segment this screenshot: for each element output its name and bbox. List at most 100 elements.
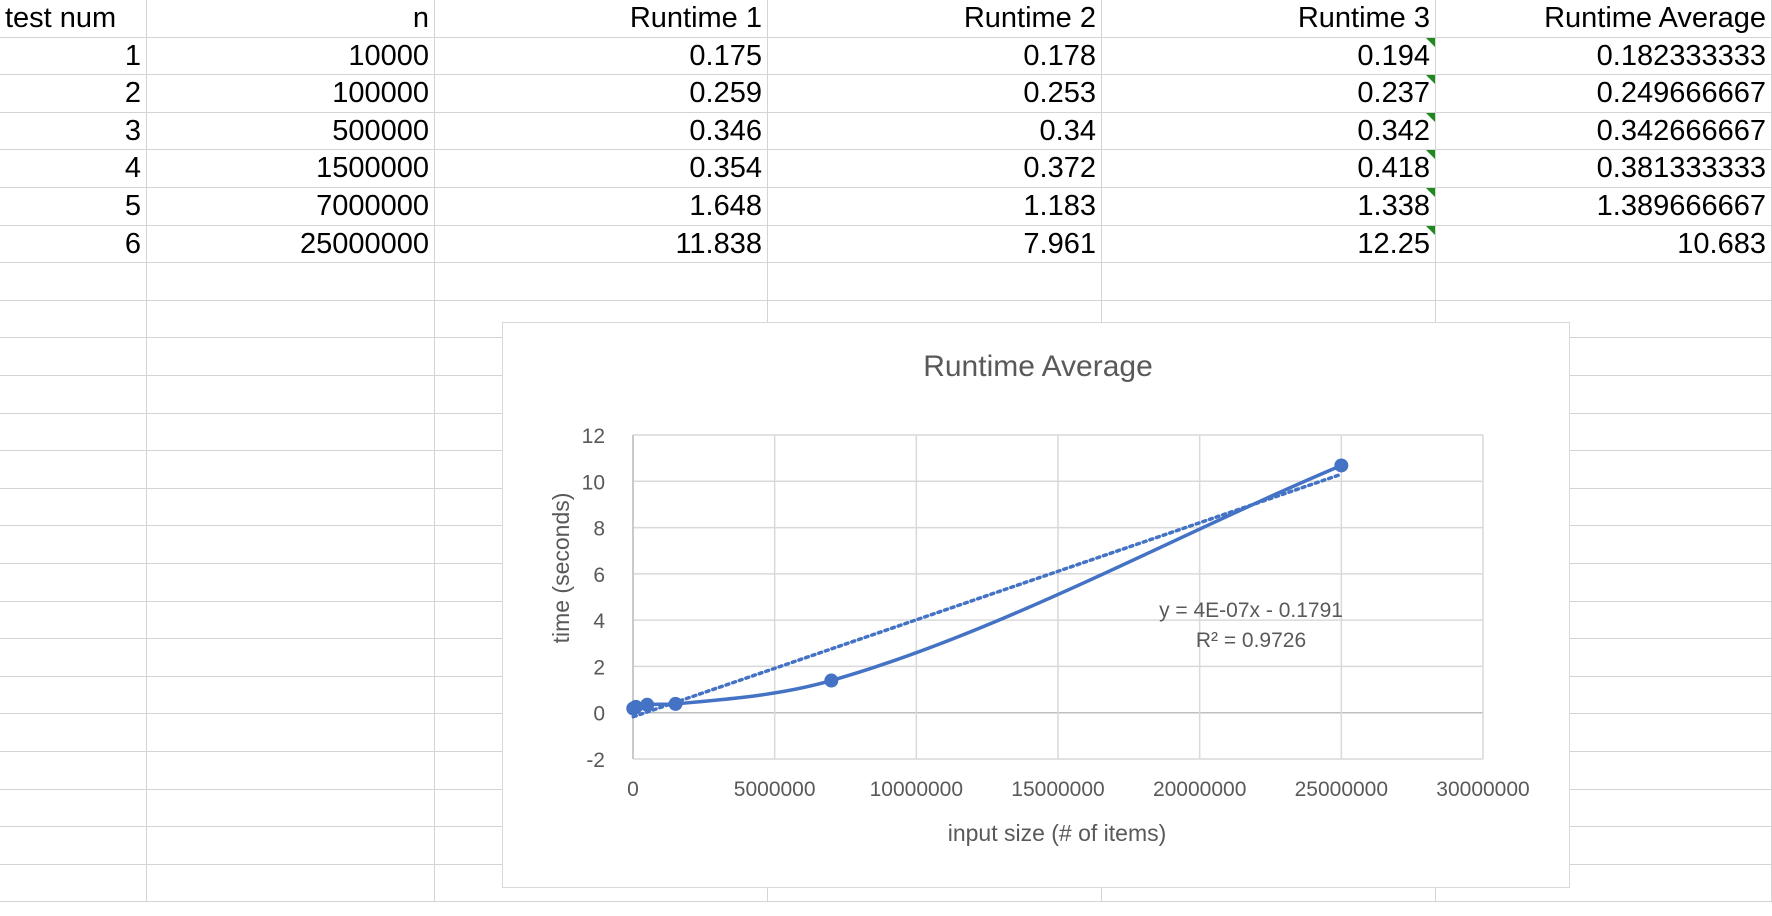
data-point — [668, 696, 683, 711]
data-cell[interactable]: 0.346 — [435, 112, 768, 151]
header-cell[interactable]: n — [147, 0, 435, 38]
empty-cell[interactable] — [0, 601, 147, 640]
data-cell[interactable]: 0.182333333 — [1436, 37, 1772, 76]
scatter-chart: -2 0 2 4 6 8 10 12 0 5000000 10000000 15000000 20000… — [548, 350, 1530, 846]
empty-cell[interactable] — [0, 488, 147, 527]
data-cell[interactable]: 2 — [0, 75, 147, 113]
empty-cell[interactable] — [0, 338, 147, 376]
data-cell[interactable]: 1.183 — [768, 188, 1102, 226]
data-cell[interactable]: 1.338 — [1102, 188, 1436, 226]
empty-cell[interactable] — [147, 263, 435, 301]
data-cell[interactable]: 10000 — [147, 37, 435, 76]
empty-cell[interactable] — [147, 300, 435, 339]
header-cell[interactable]: Runtime 3 — [1102, 0, 1436, 38]
y-tick-label: 8 — [593, 518, 605, 541]
empty-cell[interactable] — [0, 526, 147, 564]
empty-cell[interactable] — [147, 413, 435, 452]
data-cell[interactable]: 6 — [0, 225, 147, 264]
empty-cell[interactable] — [435, 263, 768, 301]
empty-cell[interactable] — [147, 827, 435, 865]
empty-cell[interactable] — [0, 376, 147, 414]
data-cell[interactable]: 0.178 — [768, 37, 1102, 76]
data-cell[interactable]: 0.259 — [435, 75, 768, 113]
empty-cell[interactable] — [147, 676, 435, 715]
empty-cell[interactable] — [0, 752, 147, 790]
data-cell[interactable]: 0.194 — [1102, 37, 1436, 76]
data-cell[interactable]: 0.372 — [768, 150, 1102, 188]
empty-cell[interactable] — [147, 564, 435, 602]
header-cell[interactable]: Runtime Average — [1436, 0, 1772, 38]
empty-cell[interactable] — [0, 639, 147, 677]
error-flag-icon[interactable] — [1426, 37, 1435, 47]
empty-cell[interactable] — [147, 714, 435, 752]
chart-panel[interactable]: -2 0 2 4 6 8 10 12 0 5000000 10000000 15000000 20000… — [502, 322, 1570, 888]
empty-cell[interactable] — [1102, 263, 1436, 301]
y-tick-label: 2 — [593, 656, 605, 679]
data-cell[interactable]: 500000 — [147, 112, 435, 151]
trendline-equation: y = 4E-07x - 0.1791 — [1159, 599, 1343, 622]
error-flag-icon[interactable] — [1426, 188, 1435, 197]
data-cell[interactable]: 0.418 — [1102, 150, 1436, 188]
empty-cell[interactable] — [147, 639, 435, 677]
data-cell[interactable]: 7000000 — [147, 188, 435, 226]
empty-cell[interactable] — [0, 676, 147, 715]
empty-cell[interactable] — [0, 564, 147, 602]
empty-cell[interactable] — [1436, 263, 1772, 301]
empty-cell[interactable] — [0, 827, 147, 865]
empty-cell[interactable] — [0, 451, 147, 489]
data-cell[interactable]: 0.175 — [435, 37, 768, 76]
data-cell[interactable]: 1500000 — [147, 150, 435, 188]
y-tick-label: 6 — [593, 564, 605, 587]
data-cell[interactable]: 0.253 — [768, 75, 1102, 113]
x-tick-label: 25000000 — [1295, 778, 1388, 801]
empty-cell[interactable] — [147, 526, 435, 564]
data-cell[interactable]: 1.648 — [435, 188, 768, 226]
empty-cell[interactable] — [0, 300, 147, 339]
empty-cell[interactable] — [147, 752, 435, 790]
data-cell[interactable]: 25000000 — [147, 225, 435, 264]
empty-cell[interactable] — [147, 451, 435, 489]
error-flag-icon[interactable] — [1426, 112, 1435, 122]
data-cell[interactable]: 1.389666667 — [1436, 188, 1772, 226]
trendline-group — [631, 472, 1344, 719]
empty-cell[interactable] — [0, 864, 147, 903]
data-cell[interactable]: 0.342666667 — [1436, 112, 1772, 151]
empty-cell[interactable] — [0, 789, 147, 828]
error-flag-icon[interactable] — [1426, 225, 1435, 235]
empty-cell[interactable] — [0, 413, 147, 452]
data-cell[interactable]: 1 — [0, 37, 147, 76]
data-cell[interactable]: 0.342 — [1102, 112, 1436, 151]
empty-cell[interactable] — [768, 263, 1102, 301]
trendline — [631, 472, 1344, 719]
data-cell[interactable]: 11.838 — [435, 225, 768, 264]
x-axis-label: input size (# of items) — [948, 820, 1167, 846]
empty-cell[interactable] — [147, 376, 435, 414]
header-cell[interactable]: test num — [0, 0, 147, 38]
data-cell[interactable]: 0.354 — [435, 150, 768, 188]
data-cell[interactable]: 4 — [0, 150, 147, 188]
data-cell[interactable]: 0.381333333 — [1436, 150, 1772, 188]
empty-cell[interactable] — [0, 263, 147, 301]
empty-cell[interactable] — [147, 488, 435, 527]
error-flag-icon[interactable] — [1426, 150, 1435, 160]
data-cell[interactable]: 10.683 — [1436, 225, 1772, 264]
data-cell[interactable]: 7.961 — [768, 225, 1102, 264]
header-cell[interactable]: Runtime 1 — [435, 0, 768, 38]
y-axis-label: time (seconds) — [548, 493, 574, 644]
x-tick-label: 20000000 — [1153, 778, 1246, 801]
error-flag-icon[interactable] — [1426, 75, 1435, 85]
header-cell[interactable]: Runtime 2 — [768, 0, 1102, 38]
data-cell[interactable]: 5 — [0, 188, 147, 226]
empty-cell[interactable] — [147, 601, 435, 640]
data-cell[interactable]: 0.34 — [768, 112, 1102, 151]
data-cell[interactable]: 100000 — [147, 75, 435, 113]
data-cell[interactable]: 12.25 — [1102, 225, 1436, 264]
chart-gridlines — [632, 434, 1484, 760]
empty-cell[interactable] — [0, 714, 147, 752]
empty-cell[interactable] — [147, 789, 435, 828]
empty-cell[interactable] — [147, 338, 435, 376]
data-cell[interactable]: 3 — [0, 112, 147, 151]
data-cell[interactable]: 0.237 — [1102, 75, 1436, 113]
data-cell[interactable]: 0.249666667 — [1436, 75, 1772, 113]
empty-cell[interactable] — [147, 864, 435, 903]
